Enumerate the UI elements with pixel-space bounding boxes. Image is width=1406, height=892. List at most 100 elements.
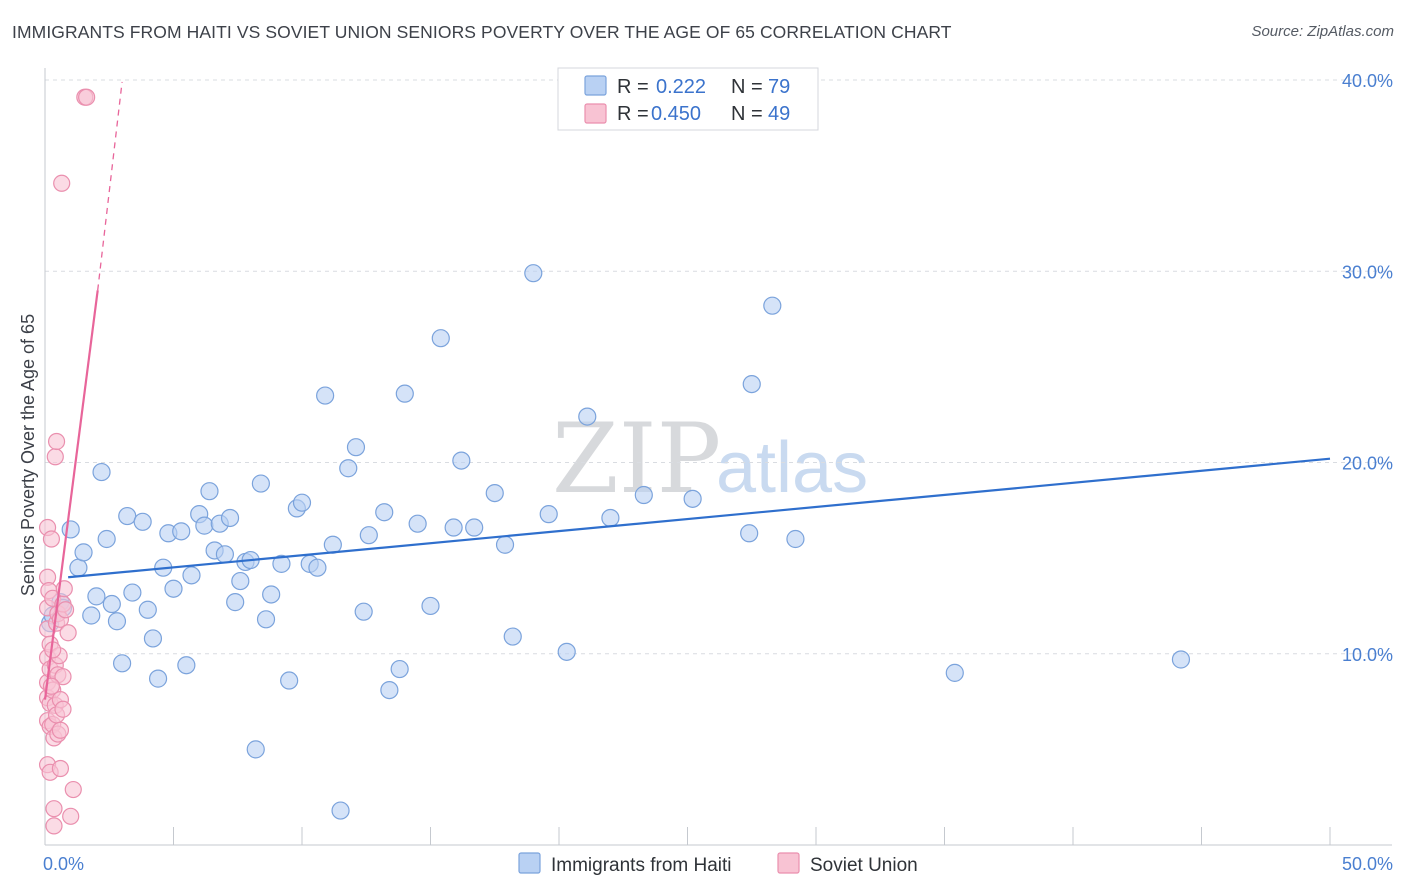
haiti-point <box>485 484 504 503</box>
haiti-point <box>444 518 463 537</box>
haiti-point <box>97 529 116 549</box>
y-tick-label: 30.0% <box>1342 262 1393 282</box>
series-haiti <box>41 264 1191 820</box>
haiti-point <box>740 524 759 543</box>
haiti-point <box>390 659 409 679</box>
x-tick-labels: 0.0% 50.0% <box>43 854 1393 874</box>
soviet-point <box>46 448 64 466</box>
legend-swatch-soviet <box>584 103 607 124</box>
legend-n-label: N = <box>731 103 763 125</box>
y-tick-label: 10.0% <box>1342 645 1393 665</box>
haiti-point <box>107 612 127 631</box>
haiti-point <box>375 503 394 522</box>
soviet-point <box>64 780 82 799</box>
haiti-point <box>557 642 576 661</box>
haiti-point <box>578 407 597 426</box>
haiti-point <box>82 606 101 625</box>
soviet-trendline <box>43 290 99 700</box>
soviet-trendline-extension <box>97 81 123 291</box>
haiti-point <box>118 506 137 526</box>
haiti-point <box>742 374 761 394</box>
legend-r-label: R = <box>617 103 649 125</box>
legend-r-value: 0.450 <box>651 103 701 125</box>
haiti-point <box>380 680 399 700</box>
legend-r-value: 0.222 <box>656 76 706 98</box>
haiti-point <box>262 585 281 604</box>
haiti-point <box>431 329 450 348</box>
chart-title: IMMIGRANTS FROM HAITI VS SOVIET UNION SE… <box>12 22 952 42</box>
haiti-point <box>87 587 106 606</box>
haiti-point <box>200 482 219 501</box>
y-tick-label: 20.0% <box>1342 454 1393 474</box>
haiti-point <box>421 596 440 616</box>
haiti-point <box>316 386 335 405</box>
haiti-point <box>74 543 93 562</box>
haiti-point <box>215 545 234 564</box>
haiti-point <box>683 489 702 508</box>
y-axis-label: Seniors Poverty Over the Age of 65 <box>18 314 38 596</box>
series-soviet <box>38 88 96 835</box>
haiti-point <box>172 522 191 541</box>
haiti-point <box>346 438 366 457</box>
source-credit: Source: ZipAtlas.com <box>1251 23 1394 40</box>
haiti-point <box>354 602 373 621</box>
bottom-legend-swatch-haiti <box>518 852 541 874</box>
legend-swatch-haiti <box>584 75 607 96</box>
haiti-point <box>177 656 196 675</box>
haiti-point <box>763 296 782 315</box>
haiti-point <box>786 529 805 549</box>
legend: R = 0.222 N = 79 R = 0.450 N = 49 <box>557 67 819 131</box>
haiti-point <box>220 508 240 528</box>
haiti-point <box>143 629 163 648</box>
soviet-point <box>78 88 96 106</box>
soviet-point <box>54 700 72 718</box>
x-tick-label: 0.0% <box>43 854 84 874</box>
bottom-legend: Immigrants from Haiti Soviet Union <box>518 852 918 876</box>
haiti-point <box>251 474 270 493</box>
haiti-point <box>495 535 515 554</box>
legend-r-label: R = <box>617 76 649 98</box>
haiti-point <box>102 594 121 614</box>
haiti-point <box>359 526 378 545</box>
haiti-point <box>226 593 245 612</box>
haiti-point <box>465 518 484 537</box>
x-tick-label: 50.0% <box>1342 854 1393 874</box>
y-tick-labels: 10.0% 20.0% 30.0% 40.0% <box>1342 71 1393 665</box>
haiti-point <box>945 663 964 682</box>
haiti-point <box>292 493 312 512</box>
haiti-point <box>280 671 299 690</box>
haiti-point <box>272 554 291 573</box>
soviet-point <box>47 432 66 451</box>
soviet-point <box>56 601 75 619</box>
haiti-point <box>148 669 168 688</box>
soviet-point <box>59 624 77 642</box>
soviet-point <box>62 807 80 825</box>
soviet-point <box>42 530 61 548</box>
haiti-point <box>339 459 358 478</box>
haiti-point <box>182 566 201 585</box>
haiti-point <box>308 558 327 577</box>
haiti-point <box>256 610 276 629</box>
haiti-point <box>539 505 558 524</box>
haiti-trendline <box>68 457 1331 579</box>
haiti-point <box>395 384 414 403</box>
bottom-legend-label-soviet: Soviet Union <box>810 855 918 876</box>
haiti-point <box>112 654 132 673</box>
haiti-point <box>61 520 80 539</box>
bottom-legend-label-haiti: Immigrants from Haiti <box>551 855 732 876</box>
soviet-point <box>53 174 71 192</box>
haiti-point <box>524 264 543 283</box>
y-tick-label: 40.0% <box>1342 71 1393 91</box>
haiti-point <box>231 571 250 591</box>
haiti-point <box>452 451 471 470</box>
soviet-point <box>54 668 72 686</box>
bottom-legend-swatch-soviet <box>777 852 800 874</box>
haiti-point <box>331 801 350 820</box>
watermark: ZIP atlas <box>552 403 868 515</box>
haiti-point <box>69 558 88 577</box>
haiti-point <box>634 485 653 505</box>
haiti-point <box>195 516 214 535</box>
haiti-point <box>408 514 427 533</box>
haiti-point <box>1171 650 1191 669</box>
